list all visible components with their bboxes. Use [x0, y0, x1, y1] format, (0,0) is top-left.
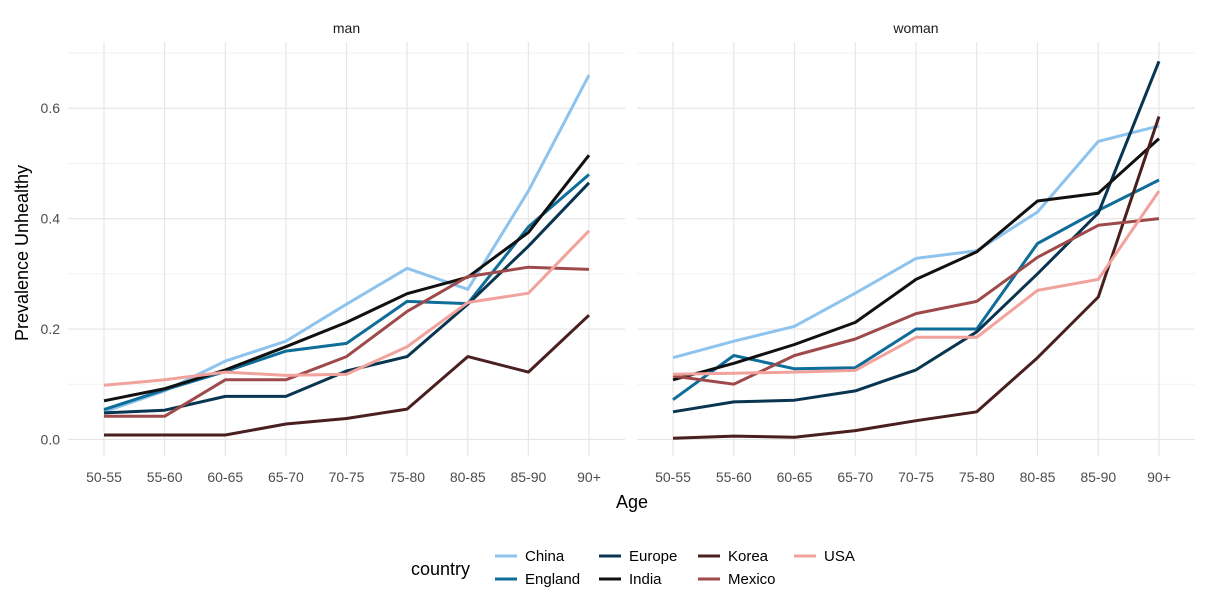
panel-man: 0.0 0.2 0.4 0.6 50-55 55-60 60-65 65-70 70-75 75-… — [41, 20, 625, 485]
series-line-usa-woman — [672, 190, 1161, 376]
series-line-usa-man — [103, 229, 591, 387]
legend-label: Europe — [629, 548, 677, 565]
x-tick-label: 90+ — [577, 469, 601, 485]
legend-title: country — [411, 559, 470, 579]
legend-item-india: India — [599, 571, 662, 588]
x-tick-label: 55-60 — [147, 469, 183, 485]
series-line-india-woman — [672, 137, 1161, 382]
series-line-china-woman — [672, 124, 1160, 360]
legend-item-england: England — [495, 571, 580, 588]
x-tick-label: 65-70 — [837, 469, 873, 485]
legend-label: China — [525, 548, 565, 565]
legend-item-korea: Korea — [698, 548, 769, 565]
y-axis-title: Prevalence Unhealthy — [12, 165, 32, 341]
legend-label: India — [629, 571, 662, 588]
x-tick-label: 65-70 — [268, 469, 304, 485]
x-tick-label: 70-75 — [329, 469, 365, 485]
x-tick-label: 60-65 — [207, 469, 243, 485]
x-tick-label: 50-55 — [86, 469, 122, 485]
y-tick-label: 0.0 — [41, 431, 61, 447]
x-tick-label: 85-90 — [1080, 469, 1116, 485]
series-line-india-man — [103, 154, 591, 403]
panel-woman: 50-55 55-60 60-65 65-70 70-75 75-80 80-85 85-90… — [637, 20, 1195, 485]
series-line-england-woman — [672, 178, 1160, 401]
x-axis-title: Age — [616, 492, 648, 512]
y-tick-label: 0.2 — [41, 321, 61, 337]
series-line-korea-man — [104, 314, 591, 437]
x-tick-label: 90+ — [1147, 469, 1171, 485]
x-tick-label: 75-80 — [389, 469, 425, 485]
x-tick-label: 55-60 — [716, 469, 752, 485]
legend-label: Mexico — [728, 571, 776, 588]
legend-label: England — [525, 571, 580, 588]
y-tick-label: 0.6 — [41, 100, 61, 116]
panel-strip-label: woman — [892, 20, 938, 36]
legend-item-usa: USA — [794, 548, 855, 565]
x-tick-label: 60-65 — [777, 469, 813, 485]
series-line-mexico-woman — [672, 217, 1160, 386]
panel-strip-label: man — [333, 20, 360, 36]
y-tick-label: 0.4 — [41, 211, 61, 227]
series-line-mexico-man — [104, 265, 590, 418]
legend-label: USA — [824, 548, 855, 565]
legend: country China England Europe India Korea Mexi… — [411, 548, 855, 588]
legend-item-mexico: Mexico — [698, 571, 776, 588]
facet-panels: 0.0 0.2 0.4 0.6 50-55 55-60 60-65 65-70 70-75 75-… — [41, 20, 1195, 485]
legend-item-europe: Europe — [599, 548, 677, 565]
x-tick-label: 80-85 — [1020, 469, 1056, 485]
x-tick-label: 75-80 — [959, 469, 995, 485]
legend-item-china: China — [495, 548, 565, 565]
x-tick-label: 70-75 — [898, 469, 934, 485]
series-line-europe-woman — [672, 60, 1161, 414]
series-line-korea-woman — [672, 116, 1161, 440]
x-tick-label: 50-55 — [655, 469, 691, 485]
x-tick-label: 80-85 — [450, 469, 486, 485]
x-tick-label: 85-90 — [510, 469, 546, 485]
legend-label: Korea — [728, 548, 769, 565]
